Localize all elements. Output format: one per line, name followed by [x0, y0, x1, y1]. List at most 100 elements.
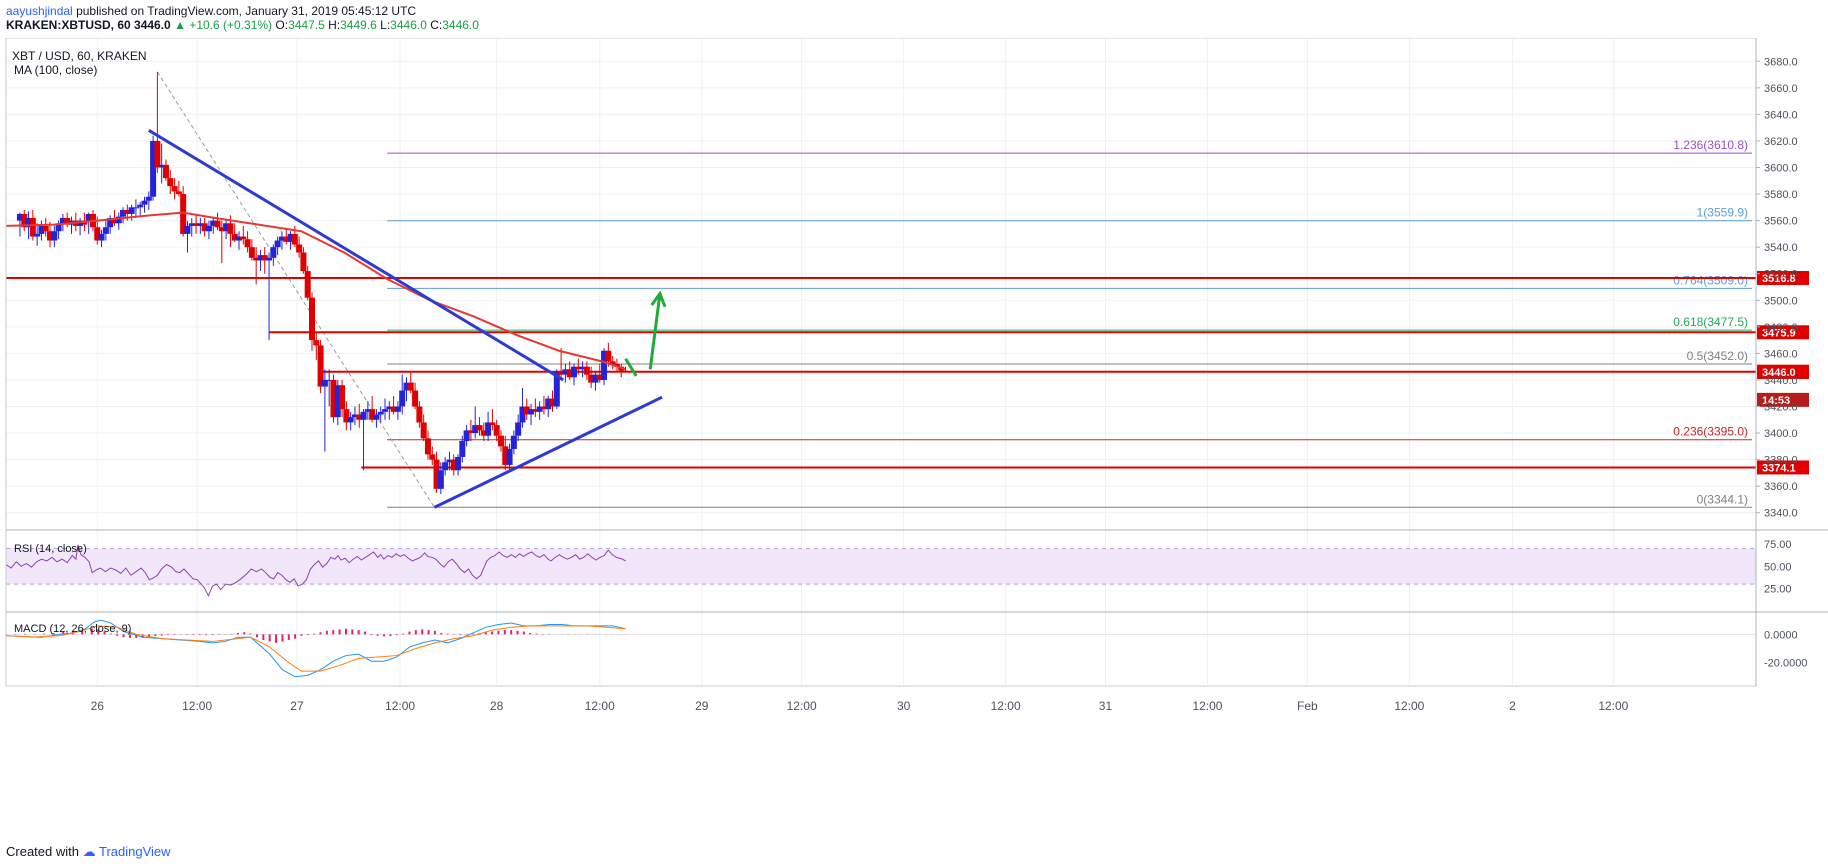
- price-tick-label: 3400.0: [1764, 428, 1798, 440]
- ma-legend: MA (100, close): [14, 63, 97, 77]
- low-value: 3446.0: [390, 18, 427, 32]
- candle-body: [55, 223, 62, 232]
- candle-body: [51, 231, 58, 241]
- candle-body: [416, 406, 423, 423]
- candle-body: [390, 406, 397, 412]
- candle-body: [107, 217, 114, 228]
- time-tick-label: 12:00: [787, 699, 817, 713]
- price-tick-label: 3420.0: [1764, 402, 1798, 414]
- time-tick-label: 12:00: [991, 699, 1021, 713]
- candle-body: [214, 220, 221, 228]
- candle-body: [111, 217, 118, 224]
- candle-body: [317, 345, 324, 387]
- candle-body: [476, 425, 483, 431]
- level-price-label: 3475.9: [1762, 327, 1796, 339]
- candle-body: [510, 435, 517, 449]
- tradingview-link[interactable]: TradingView: [99, 844, 171, 859]
- candle-body: [128, 207, 135, 214]
- trading-chart[interactable]: 1.236(3610.8) 1(3559.9) 0.764(3509.0) 0.618…: [0, 38, 1828, 844]
- candle-body: [205, 225, 212, 232]
- author-link[interactable]: aayushjindal: [6, 4, 73, 18]
- level-price-label: 3374.1: [1762, 462, 1796, 474]
- chart-legend: XBT / USD, 60, KRAKEN MA (100, close) RS…: [12, 49, 147, 635]
- price-tick-label: 3480.0: [1764, 322, 1798, 334]
- time-tick-label: 12:00: [1394, 699, 1424, 713]
- fib-reference-line: [156, 71, 435, 508]
- candle-body: [21, 213, 28, 228]
- candle-body: [493, 425, 500, 436]
- rsi-tick-label: 75.00: [1764, 539, 1792, 551]
- candle-body: [519, 406, 526, 423]
- fib-level-label: 0.618(3477.5): [1673, 315, 1748, 329]
- level-price-tag: [1757, 325, 1809, 340]
- candle-body: [257, 255, 264, 261]
- chart-overlays[interactable]: [5, 129, 667, 509]
- candle-body: [450, 459, 457, 471]
- candle-body: [223, 223, 230, 232]
- candle-body: [261, 255, 268, 261]
- rsi-line: [5, 544, 626, 597]
- candle-body: [47, 231, 54, 241]
- published-text: published on TradingView.com, January 31…: [76, 4, 417, 18]
- chart-axes: 26 12:00 27 12:00 28 12:00 29 12:00 30 12:00 31 12:…: [5, 38, 1828, 713]
- level-price-tag: [1757, 270, 1809, 285]
- candle-body: [360, 411, 367, 420]
- high-value: 3449.6: [340, 18, 377, 32]
- trend-line: [148, 129, 565, 382]
- candle-body: [536, 406, 543, 412]
- candle-body: [283, 236, 290, 242]
- fib-level-label: 0.236(3395.0): [1673, 425, 1748, 439]
- price-tick-label: 3460.0: [1764, 348, 1798, 360]
- price-tick-label: 3380.0: [1764, 455, 1798, 467]
- candle-body: [420, 422, 427, 439]
- time-tick-label: 12:00: [585, 699, 615, 713]
- candle-body: [313, 340, 320, 346]
- candle-body: [601, 350, 608, 380]
- candle-body: [442, 462, 449, 471]
- candle-body: [145, 196, 152, 201]
- candle-body: [244, 239, 251, 248]
- candle-body: [424, 438, 431, 455]
- candle-body: [583, 366, 590, 375]
- candle-body: [609, 361, 616, 365]
- candle-body: [141, 200, 148, 205]
- price-tick-label: 3520.0: [1764, 269, 1798, 281]
- macd-pane: 0.0000 -20.0000: [5, 619, 1807, 678]
- candle-body: [339, 385, 346, 410]
- fib-level-label: 0.5(3452.0): [1687, 349, 1748, 363]
- low-label: L:: [380, 18, 391, 32]
- candle-body: [296, 244, 303, 253]
- candle-body: [16, 213, 23, 221]
- candle-body: [351, 414, 358, 418]
- price-tick-label: 3660.0: [1764, 83, 1798, 95]
- candle-body: [605, 350, 612, 362]
- candlestick-series: [16, 71, 629, 495]
- candle-body: [540, 406, 547, 410]
- fib-level-label: 1(3559.9): [1697, 206, 1748, 220]
- candle-body: [579, 366, 586, 370]
- candle-body: [210, 220, 217, 226]
- candle-body: [347, 417, 354, 423]
- candle-body: [253, 257, 260, 261]
- candle-body: [201, 223, 208, 232]
- time-tick-label: 29: [695, 699, 709, 713]
- candle-body: [596, 374, 603, 380]
- macd-tick-label: -20.0000: [1764, 658, 1807, 670]
- candle-body: [446, 459, 453, 463]
- candle-body: [343, 409, 350, 423]
- candle-body: [321, 379, 328, 387]
- high-label: H:: [328, 18, 341, 32]
- close-value: 3446.0: [442, 18, 479, 32]
- candle-body: [622, 370, 629, 372]
- candle-body: [184, 225, 191, 234]
- candle-body: [566, 369, 573, 378]
- price-tick-label: 3540.0: [1764, 242, 1798, 254]
- candle-body: [38, 225, 45, 234]
- candle-body: [326, 379, 333, 381]
- candle-body: [235, 236, 242, 241]
- candle-body: [356, 414, 363, 420]
- candle-body: [291, 233, 298, 245]
- candle-body: [334, 385, 341, 418]
- price-tick-label: 3600.0: [1764, 163, 1798, 175]
